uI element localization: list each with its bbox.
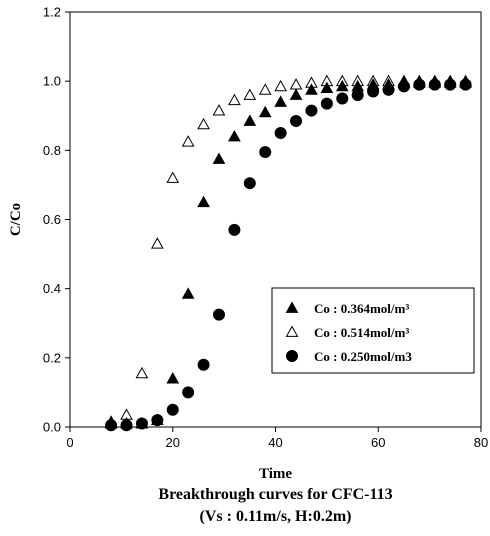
legend-marker [285, 301, 299, 313]
data-point [243, 177, 256, 190]
data-point [413, 78, 426, 91]
data-point [105, 419, 118, 432]
data-point [259, 146, 272, 159]
data-point [428, 78, 441, 91]
legend-marker [285, 325, 299, 337]
y-tick-label: 1.0 [43, 74, 61, 89]
data-point [228, 223, 241, 236]
legend-box [271, 287, 475, 374]
data-point [305, 104, 318, 117]
data-point [166, 171, 180, 183]
data-point [181, 135, 195, 147]
data-point [444, 78, 457, 91]
legend-entry: Co : 0.364mol/m³ [285, 301, 409, 316]
legend-label: Co : 0.250mol/m3 [314, 349, 412, 364]
plot-marks [104, 74, 472, 432]
data-point [228, 93, 241, 106]
data-point [258, 83, 272, 95]
x-axis-title: Time [259, 466, 292, 482]
data-point [181, 287, 195, 299]
data-point [258, 105, 272, 118]
series-1-points [104, 76, 472, 429]
x-tick-label: 80 [474, 435, 488, 450]
data-point [212, 308, 225, 321]
data-point [274, 127, 287, 140]
y-tick-label: 1.2 [43, 5, 61, 20]
data-point [135, 417, 148, 430]
data-point [351, 89, 364, 101]
data-point [212, 152, 226, 164]
data-point [243, 88, 257, 100]
legend: Co : 0.364mol/m³ Co : 0.514mol/m³ Co : 0.2… [271, 287, 475, 374]
data-point [197, 358, 210, 371]
legend-entry: Co : 0.250mol/m3 [286, 349, 412, 364]
data-point [166, 403, 179, 416]
y-tick-label: 0.8 [43, 143, 61, 158]
y-tick-label: 0.4 [43, 281, 61, 296]
y-axis-ticks: 0.0 0.2 0.4 0.6 0.8 1.0 1.2 [43, 5, 70, 435]
data-point [274, 79, 287, 92]
data-point [120, 419, 133, 432]
y-tick-label: 0.6 [43, 212, 61, 227]
data-point [459, 78, 472, 91]
x-axis-ticks: 0 20 40 60 80 [66, 427, 488, 450]
legend-entries: Co : 0.364mol/m³ Co : 0.514mol/m³ Co : 0.2… [285, 301, 412, 364]
data-point [305, 83, 318, 95]
data-point [289, 88, 303, 100]
figure-caption-line-1: Breakthrough curves for CFC-113 [158, 486, 392, 503]
y-axis-title: C/Co [8, 203, 24, 236]
data-point [336, 92, 349, 105]
x-tick-label: 60 [371, 435, 385, 450]
data-point [212, 104, 226, 116]
y-tick-label: 0.2 [43, 350, 61, 365]
data-point [290, 114, 303, 127]
data-point [182, 386, 195, 399]
data-point [382, 83, 395, 96]
data-point [150, 237, 164, 249]
data-point [289, 78, 303, 90]
data-point [197, 117, 210, 130]
data-point [151, 414, 164, 427]
legend-marker [286, 350, 298, 362]
data-point [166, 372, 180, 384]
data-point [197, 195, 210, 208]
x-tick-label: 20 [166, 435, 180, 450]
series-3-points [105, 78, 472, 432]
series-2-points [104, 74, 472, 427]
data-point [367, 85, 380, 98]
figure-caption-line-2: (Vs : 0.11m/s, H:0.2m) [200, 508, 352, 525]
data-point [320, 97, 333, 110]
legend-label: Co : 0.514mol/m³ [314, 325, 409, 340]
x-tick-label: 40 [268, 435, 282, 450]
x-tick-label: 0 [66, 435, 73, 450]
data-point [135, 366, 149, 379]
data-point [397, 80, 410, 93]
data-point [320, 81, 334, 93]
data-point [335, 79, 349, 92]
legend-entry: Co : 0.514mol/m³ [285, 325, 409, 340]
y-tick-label: 0.0 [43, 420, 61, 435]
data-point [228, 129, 241, 142]
data-point [274, 95, 287, 107]
legend-label: Co : 0.364mol/m³ [314, 301, 409, 316]
data-point [243, 114, 257, 126]
